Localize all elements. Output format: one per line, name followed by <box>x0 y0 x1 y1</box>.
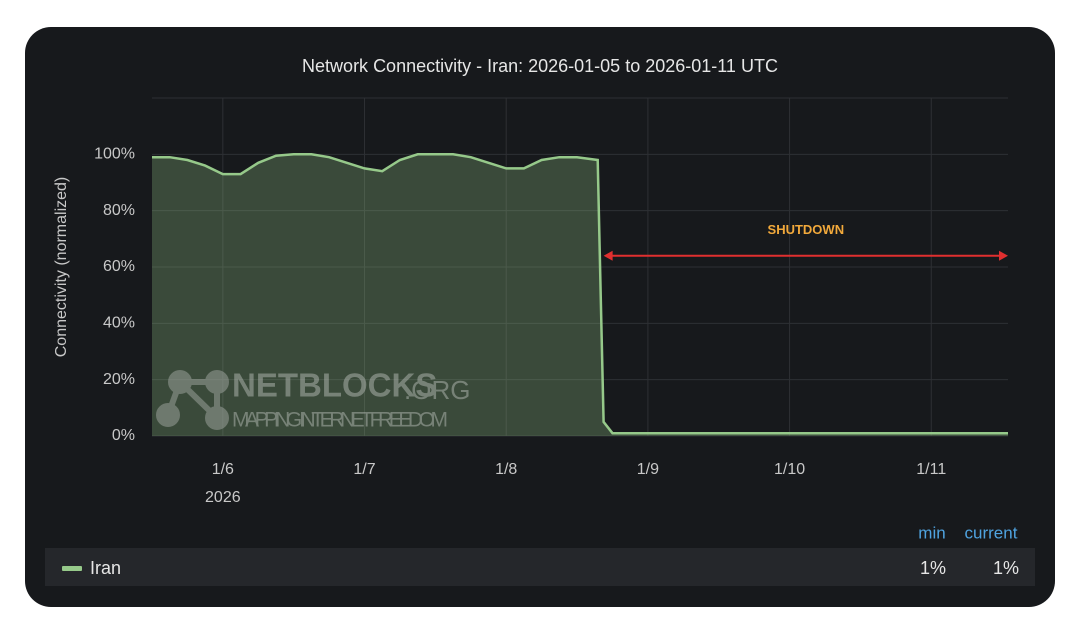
x-tick-label: 1/11 <box>916 461 946 478</box>
legend-header: min <box>918 523 945 542</box>
watermark: NETBLOCKS .ORG MAPPING INTERNET FREEDOM <box>156 367 470 432</box>
y-tick-label: 40% <box>103 315 135 332</box>
plot: 0% 20% 40% 60% 80% 100% 1/6 1/7 1/8 1/9 1/10 1/11 20… <box>94 97 1008 506</box>
watermark-logo <box>156 370 229 430</box>
y-axis-label: Connectivity (normalized) <box>53 177 70 358</box>
x-tick-label: 1/7 <box>353 461 375 478</box>
legend-header: current <box>965 523 1018 542</box>
watermark-suffix: .ORG <box>404 375 470 405</box>
arrow-head <box>603 250 613 261</box>
watermark-tagline: MAPPING INTERNET FREEDOM <box>232 409 448 432</box>
y-tick-label: 80% <box>103 202 135 219</box>
y-tick-label: 100% <box>94 146 135 163</box>
line <box>152 153 1008 435</box>
area <box>152 154 1008 437</box>
y-tick-label: 60% <box>103 258 135 275</box>
legend-row <box>45 548 1035 586</box>
annotation-label: SHUTDOWN <box>768 222 845 237</box>
chart-title: Network Connectivity - Iran: 2026-01-05 … <box>302 56 778 76</box>
arrow-head <box>999 250 1008 261</box>
x-tick-label: 1/8 <box>495 461 517 478</box>
panel <box>25 27 1055 607</box>
x-tick-label: 1/10 <box>774 461 805 478</box>
legend-swatch <box>62 566 82 571</box>
legend-stat: 1% <box>920 558 946 578</box>
x-tick-label: 1/6 <box>212 461 234 478</box>
x-year-label: 2026 <box>205 489 241 506</box>
legend-stat: 1% <box>993 558 1019 578</box>
y-tick-label: 20% <box>103 371 135 388</box>
watermark-brand: NETBLOCKS <box>232 367 437 404</box>
legend-label[interactable]: Iran <box>90 558 121 578</box>
y-tick-label: 0% <box>112 427 135 444</box>
x-tick-label: 1/9 <box>637 461 659 478</box>
